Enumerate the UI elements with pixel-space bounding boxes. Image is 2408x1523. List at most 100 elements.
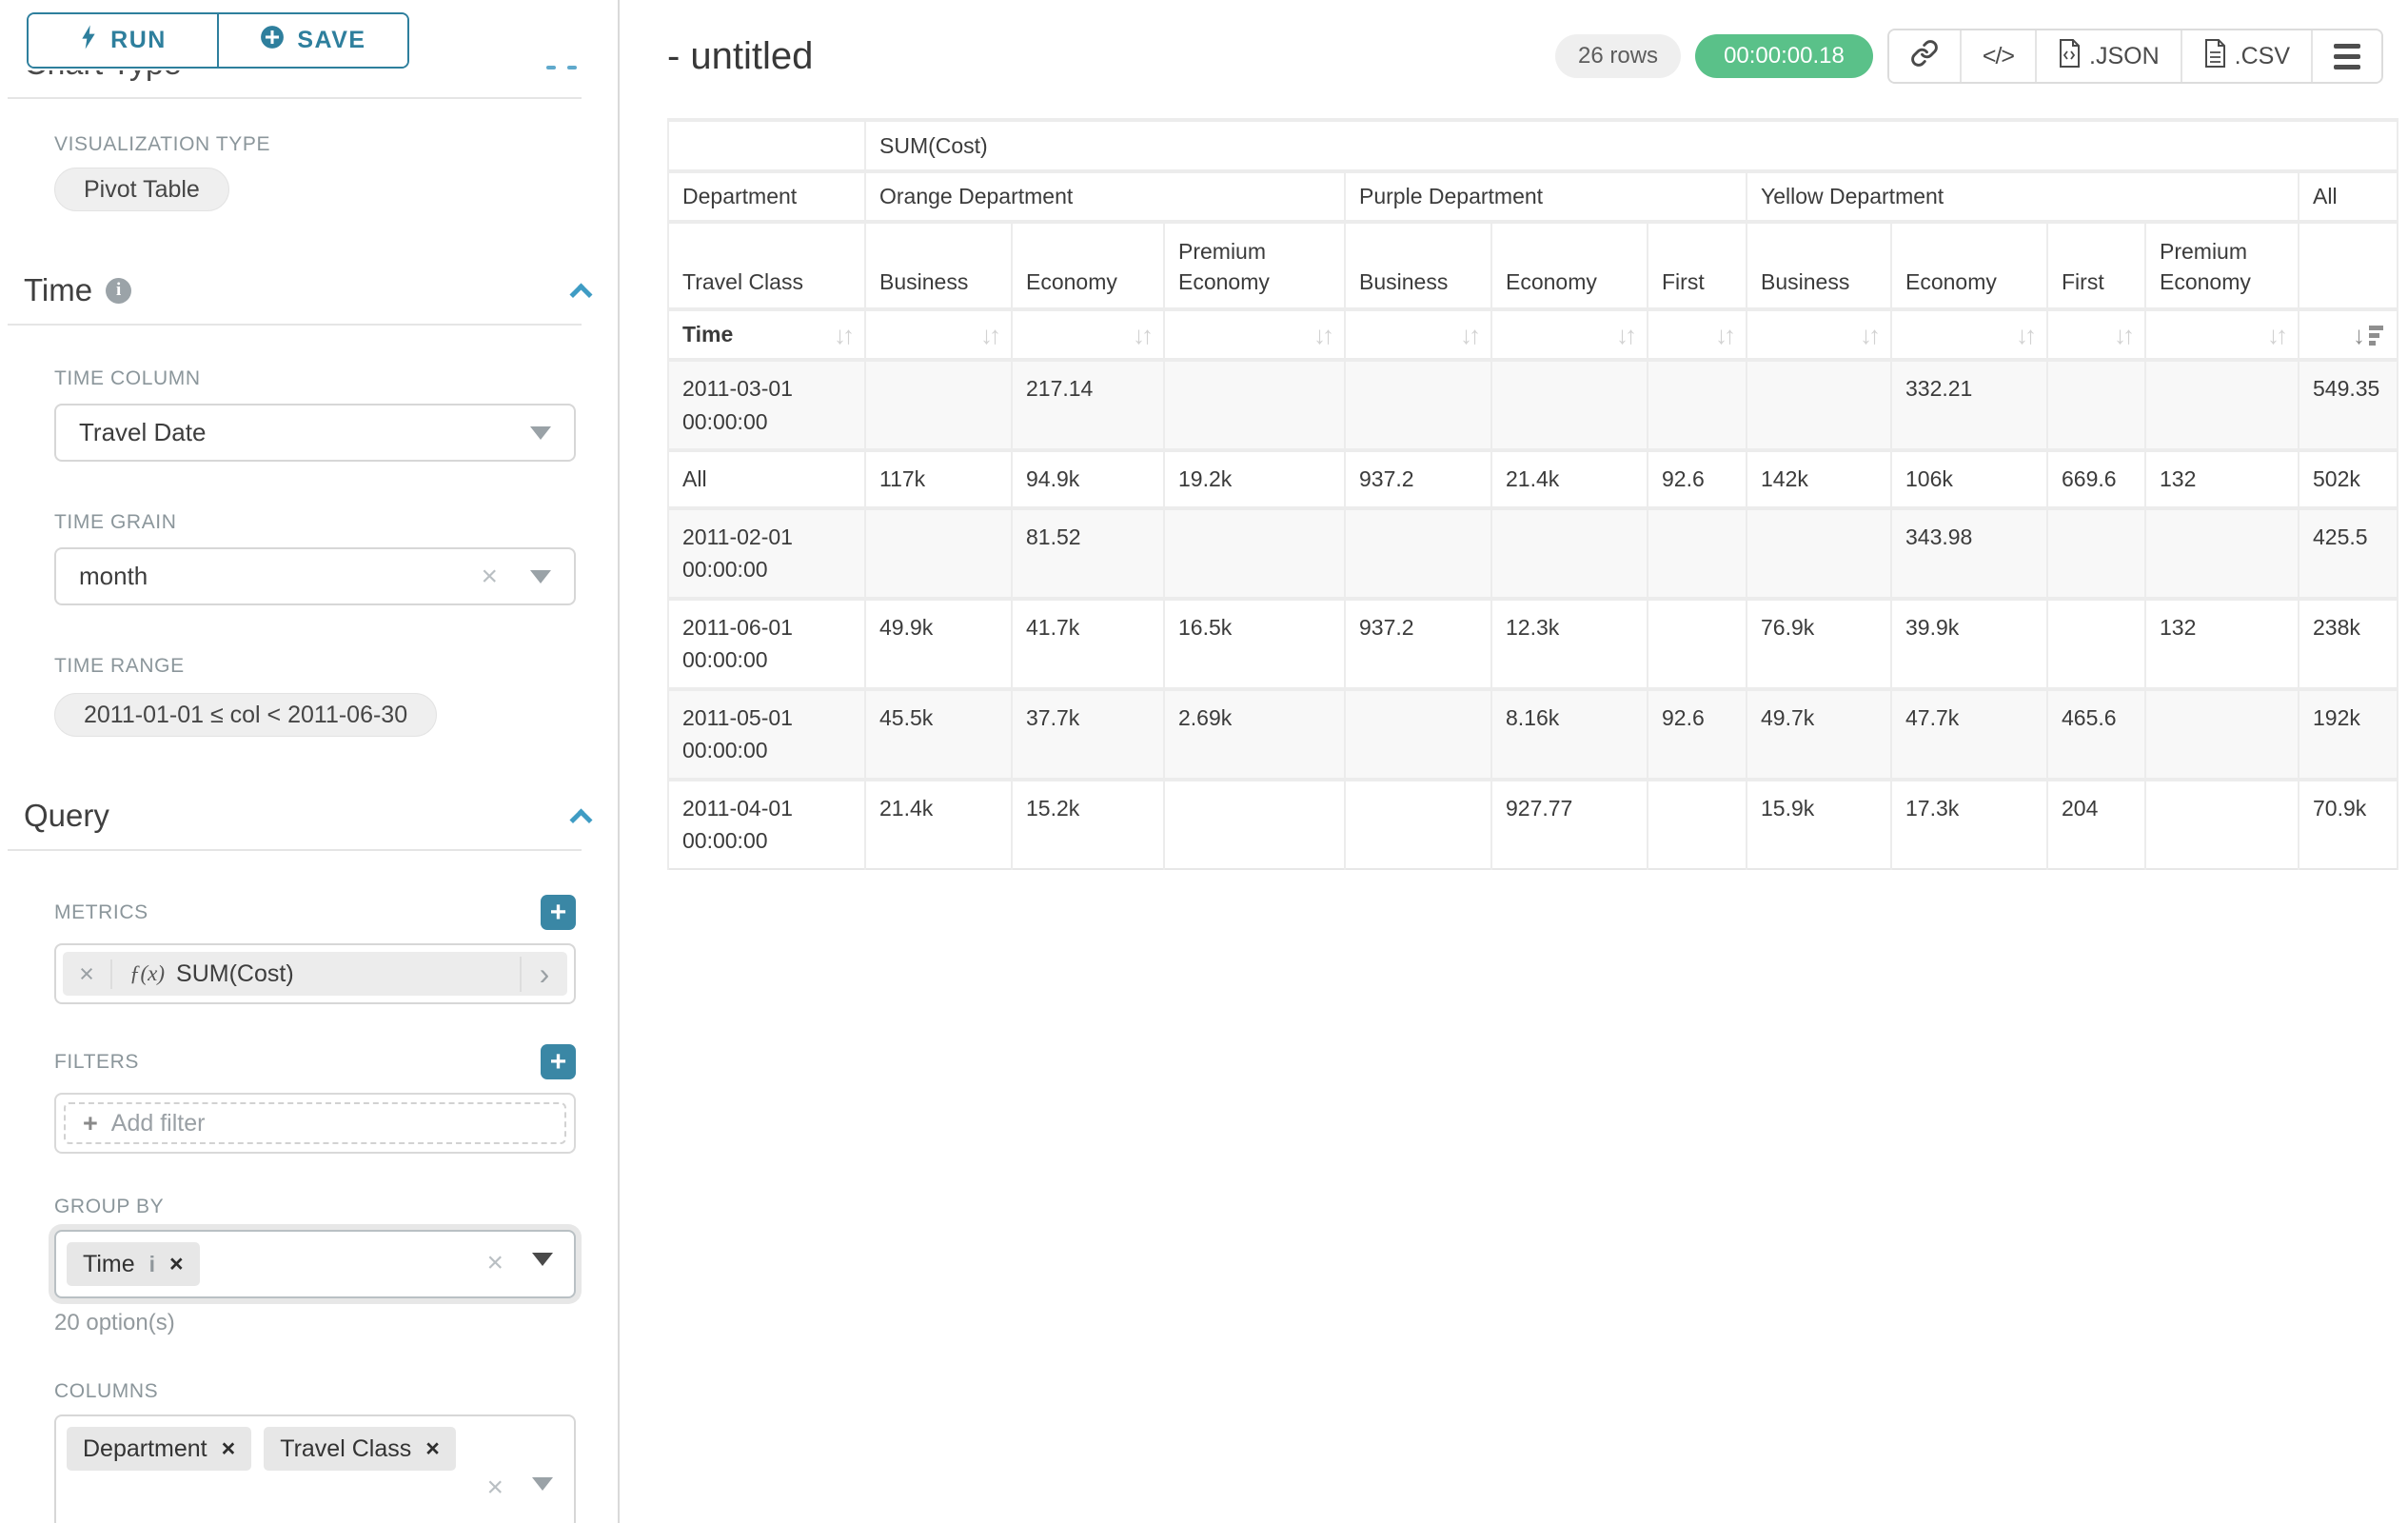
value-cell: 132 xyxy=(2144,598,2299,689)
value-cell xyxy=(1344,360,1492,450)
group-by-tag[interactable]: Time i × xyxy=(67,1242,200,1286)
value-cell xyxy=(1647,360,1747,450)
columns-tag[interactable]: Travel Class × xyxy=(264,1427,456,1471)
chevron-up-icon[interactable] xyxy=(569,282,593,307)
clear-icon[interactable]: × xyxy=(486,1247,503,1278)
value-cell xyxy=(1344,507,1492,599)
panel-resize-handle[interactable] xyxy=(546,66,577,69)
export-csv-button[interactable]: .CSV xyxy=(2181,30,2313,82)
value-cell: 76.9k xyxy=(1746,598,1892,689)
value-cell xyxy=(1490,507,1648,599)
class-header: Business xyxy=(864,222,1013,309)
dept-group-header: All xyxy=(2297,171,2399,222)
row-header: 2011-04-01 00:00:00 xyxy=(667,779,866,869)
value-cell xyxy=(1344,688,1492,780)
remove-metric-icon[interactable]: × xyxy=(63,959,112,989)
sort-descending-icon[interactable]: ↓ xyxy=(2353,323,2384,347)
remove-tag-icon[interactable]: × xyxy=(221,1434,236,1462)
value-cell: 927.77 xyxy=(1490,779,1648,869)
sort-icon[interactable]: ↓↑ xyxy=(2114,320,2135,349)
sort-icon[interactable]: ↓↑ xyxy=(1313,320,1334,349)
value-cell xyxy=(2046,360,2146,450)
sort-icon[interactable]: ↓↑ xyxy=(2267,320,2288,349)
run-save-button-group: RUN SAVE xyxy=(27,12,409,69)
add-metric-button[interactable]: + xyxy=(541,895,576,930)
filters-control: + Add filter xyxy=(54,1093,576,1154)
sort-icon[interactable]: ↓↑ xyxy=(2016,320,2037,349)
save-button[interactable]: SAVE xyxy=(219,14,407,67)
time-section-header: Time i xyxy=(24,272,593,308)
value-cell: 12.3k xyxy=(1490,598,1648,689)
remove-tag-icon[interactable]: × xyxy=(169,1250,184,1277)
sort-icon[interactable]: ↓↑ xyxy=(980,320,1001,349)
add-filter-placeholder: Add filter xyxy=(110,1109,206,1137)
columns-select[interactable]: Department × Travel Class × × xyxy=(54,1414,576,1523)
metric-header: SUM(Cost) xyxy=(863,120,2399,171)
sort-icon[interactable]: ↓↑ xyxy=(1133,320,1154,349)
value-cell xyxy=(1490,360,1648,450)
time-grain-select[interactable]: month × xyxy=(54,547,576,605)
metrics-control: × ƒ(x) SUM(Cost) › xyxy=(54,943,576,1004)
clear-icon[interactable]: × xyxy=(486,1472,503,1503)
value-cell xyxy=(2144,360,2299,450)
add-filter-button[interactable]: + xyxy=(541,1044,576,1079)
view-query-button[interactable]: </> xyxy=(1961,30,2038,82)
value-cell: 425.5 xyxy=(2297,507,2399,599)
sort-icon[interactable]: ↓↑ xyxy=(1616,320,1637,349)
export-json-label: .JSON xyxy=(2089,42,2160,69)
sort-icon[interactable]: ↓↑ xyxy=(1460,320,1481,349)
metric-pill[interactable]: × ƒ(x) SUM(Cost) › xyxy=(63,952,567,996)
pivot-corner-cell xyxy=(667,120,866,171)
dept-group-header: Yellow Department xyxy=(1746,171,2299,222)
sort-header-cell: ↓↑ xyxy=(864,309,1013,360)
chevron-right-icon[interactable]: › xyxy=(520,956,567,992)
value-cell xyxy=(2046,598,2146,689)
viz-type-pill[interactable]: Pivot Table xyxy=(54,168,229,211)
time-range-pill[interactable]: 2011-01-01 ≤ col < 2011-06-30 xyxy=(54,693,438,737)
table-row: 2011-04-01 00:00:00 21.4k 15.2k 927.77 15.9k… xyxy=(667,779,2399,869)
chevron-down-icon[interactable] xyxy=(532,1477,553,1491)
time-column-select[interactable]: Travel Date xyxy=(54,404,576,462)
clear-icon[interactable]: × xyxy=(481,560,498,592)
value-cell xyxy=(1647,779,1747,869)
metrics-label: METRICS xyxy=(54,900,148,923)
code-icon: </> xyxy=(1982,42,2015,69)
sort-header-cell: ↓↑ xyxy=(1647,309,1747,360)
value-cell xyxy=(1163,779,1346,869)
columns-tag[interactable]: Department × xyxy=(67,1427,252,1471)
sort-header-cell: ↓↑ xyxy=(2144,309,2299,360)
sort-header-cell: ↓↑ xyxy=(1746,309,1892,360)
export-json-button[interactable]: .JSON xyxy=(2037,30,2182,82)
share-link-button[interactable] xyxy=(1888,30,1962,82)
group-by-select[interactable]: Time i × × xyxy=(54,1230,576,1298)
add-filter-dropzone[interactable]: + Add filter xyxy=(64,1102,566,1144)
remove-tag-icon[interactable]: × xyxy=(425,1434,440,1462)
sort-header-cell: ↓↑ xyxy=(2046,309,2146,360)
sort-header-cell: ↓↑ xyxy=(1890,309,2048,360)
value-cell: 549.35 xyxy=(2297,360,2399,450)
more-options-button[interactable] xyxy=(2313,30,2381,82)
sort-icon[interactable]: ↓↑ xyxy=(1715,320,1736,349)
run-button[interactable]: RUN xyxy=(29,14,219,67)
value-cell xyxy=(2144,779,2299,869)
sort-icon[interactable]: ↓↑ xyxy=(834,320,855,349)
value-cell: 343.98 xyxy=(1890,507,2048,599)
info-icon: i xyxy=(148,1251,156,1276)
value-cell: 94.9k xyxy=(1011,450,1165,508)
time-column-label: TIME COLUMN xyxy=(54,367,201,389)
value-cell: 669.6 xyxy=(2046,450,2146,508)
sort-header-cell: ↓ xyxy=(2297,309,2399,360)
sort-header-cell: ↓↑ xyxy=(1163,309,1346,360)
value-cell: 81.52 xyxy=(1011,507,1165,599)
plus-icon: + xyxy=(83,1108,98,1137)
value-cell: 132 xyxy=(2144,450,2299,508)
chevron-down-icon[interactable] xyxy=(532,1253,553,1266)
value-cell: 937.2 xyxy=(1344,598,1492,689)
chart-title[interactable]: - untitled xyxy=(667,34,814,77)
export-button-group: </> .JSON xyxy=(1886,29,2383,84)
hamburger-menu-icon xyxy=(2334,43,2360,69)
sort-icon[interactable]: ↓↑ xyxy=(1860,320,1881,349)
value-cell: 192k xyxy=(2297,688,2399,780)
chevron-up-icon[interactable] xyxy=(569,807,593,832)
value-cell: 2.69k xyxy=(1163,688,1346,780)
